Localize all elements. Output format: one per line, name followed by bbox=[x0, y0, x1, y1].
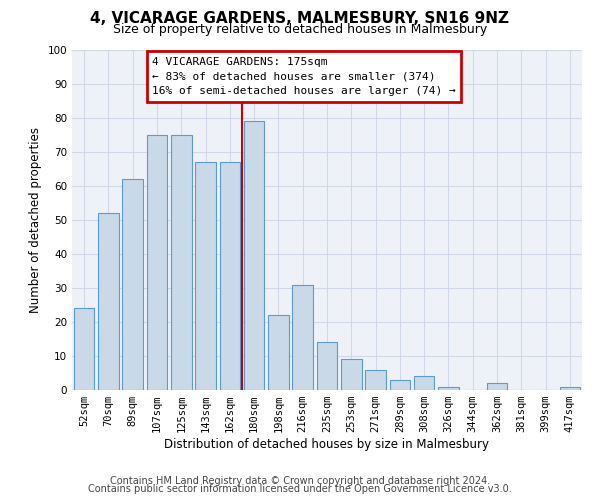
Text: 4 VICARAGE GARDENS: 175sqm
← 83% of detached houses are smaller (374)
16% of sem: 4 VICARAGE GARDENS: 175sqm ← 83% of deta… bbox=[152, 57, 456, 96]
Bar bbox=[244, 122, 265, 390]
Bar bbox=[268, 315, 289, 390]
Bar bbox=[146, 135, 167, 390]
Y-axis label: Number of detached properties: Number of detached properties bbox=[29, 127, 42, 313]
X-axis label: Distribution of detached houses by size in Malmesbury: Distribution of detached houses by size … bbox=[164, 438, 490, 451]
Bar bbox=[341, 360, 362, 390]
Text: Size of property relative to detached houses in Malmesbury: Size of property relative to detached ho… bbox=[113, 22, 487, 36]
Bar bbox=[438, 386, 459, 390]
Bar bbox=[74, 308, 94, 390]
Bar bbox=[292, 284, 313, 390]
Text: Contains HM Land Registry data © Crown copyright and database right 2024.: Contains HM Land Registry data © Crown c… bbox=[110, 476, 490, 486]
Bar bbox=[195, 162, 216, 390]
Bar bbox=[365, 370, 386, 390]
Text: 4, VICARAGE GARDENS, MALMESBURY, SN16 9NZ: 4, VICARAGE GARDENS, MALMESBURY, SN16 9N… bbox=[91, 11, 509, 26]
Bar bbox=[171, 135, 191, 390]
Bar bbox=[98, 213, 119, 390]
Text: Contains public sector information licensed under the Open Government Licence v3: Contains public sector information licen… bbox=[88, 484, 512, 494]
Bar bbox=[414, 376, 434, 390]
Bar bbox=[389, 380, 410, 390]
Bar bbox=[122, 179, 143, 390]
Bar bbox=[317, 342, 337, 390]
Bar bbox=[487, 383, 508, 390]
Bar bbox=[220, 162, 240, 390]
Bar bbox=[560, 386, 580, 390]
